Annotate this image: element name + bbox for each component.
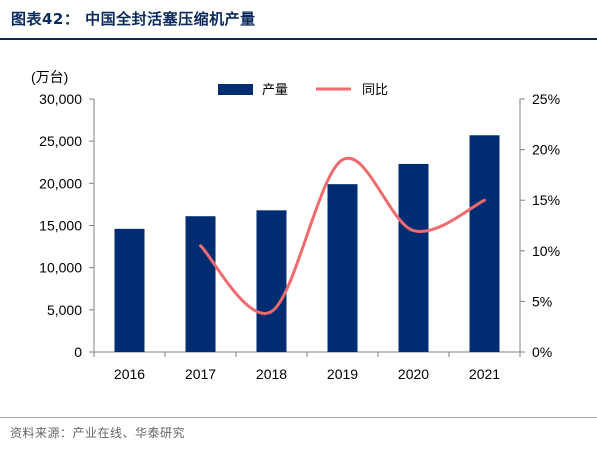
bar (398, 163, 429, 352)
y-left-tick-label: 15,000 (39, 218, 82, 234)
bar (469, 135, 500, 352)
yoy-line (199, 156, 486, 315)
y-right-tick-label: 0% (532, 344, 552, 360)
y-right-tick-label: 5% (532, 293, 552, 309)
title-rule (0, 38, 597, 40)
source-rule (0, 417, 597, 418)
y-left-unit-label: (万台) (31, 69, 68, 85)
figure-title: 图表42： 中国全封活塞压缩机产量 (11, 10, 256, 28)
legend-line-label: 同比 (362, 83, 388, 98)
x-tick-label: 2017 (185, 366, 216, 382)
y-left-tick-label: 20,000 (39, 175, 82, 191)
x-tick-label: 2018 (256, 366, 287, 382)
plot: 0 5,000 10,000 15,000 20,000 25,000 30,000 0% 5%… (39, 91, 560, 382)
y-left-tick-label: 30,000 (39, 91, 82, 107)
legend-bar-label: 产量 (262, 83, 288, 98)
y-right-tick-label: 25% (532, 91, 560, 107)
y-left-tick-label: 10,000 (39, 260, 82, 276)
x-tick-label: 2020 (398, 366, 429, 382)
y-left-tick-label: 5,000 (47, 302, 82, 318)
bar (185, 216, 216, 352)
x-tick-label: 2016 (114, 366, 145, 382)
y-left-tick-label: 0 (74, 344, 82, 360)
y-right-tick-label: 15% (532, 192, 560, 208)
x-tick-label: 2019 (327, 366, 358, 382)
bar (114, 228, 145, 352)
x-tick-label: 2021 (469, 366, 500, 382)
legend-bar-swatch (218, 84, 253, 95)
bar (327, 184, 358, 352)
y-right-tick-label: 10% (532, 243, 560, 259)
figure-source: 资料来源：产业在线、华泰研究 (10, 426, 186, 440)
legend: 产量 同比 (218, 83, 388, 98)
chart-area: (万台) 产量 同比 0 5,000 10,000 15,000 20,000 25,00… (31, 69, 560, 382)
bar (256, 210, 287, 352)
figure-header: 图表42： 中国全封活塞压缩机产量 (0, 0, 597, 42)
y-right-tick-label: 20% (532, 142, 560, 158)
y-left-tick-label: 25,000 (39, 133, 82, 149)
